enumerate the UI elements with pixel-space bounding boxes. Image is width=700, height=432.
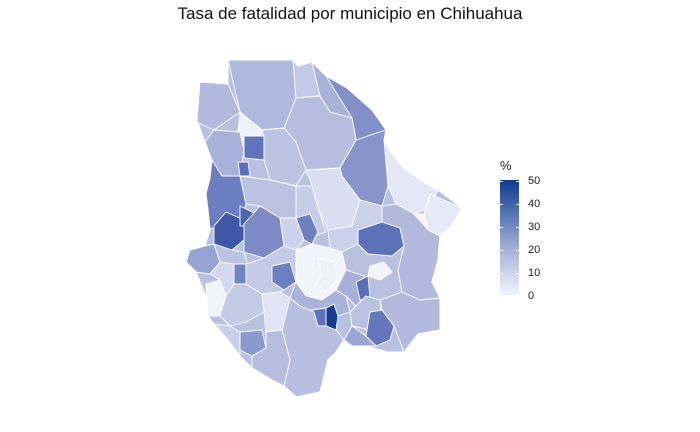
legend-tick-mark — [516, 227, 519, 228]
municipio-c-white-inner — [315, 257, 339, 293]
legend-title: % — [500, 158, 512, 173]
legend-colorbar — [500, 180, 519, 295]
legend-tick-mark — [500, 227, 503, 228]
legend-tick-mark — [516, 250, 519, 251]
legend-tick-mark — [500, 204, 503, 205]
municipio-sw-small-dark — [233, 263, 247, 285]
municipio-nw-dark — [243, 135, 265, 161]
municipio-c-gray — [279, 217, 305, 251]
legend-tick-mark — [516, 273, 519, 274]
legend-tick-label-30: 30 — [528, 221, 541, 233]
legend-tick-label-10: 10 — [528, 267, 541, 279]
legend-tick-label-0: 0 — [528, 290, 535, 302]
legend-tick-label-50: 50 — [528, 175, 541, 187]
legend-tick-mark — [516, 181, 519, 182]
legend-tick-label-40: 40 — [528, 198, 541, 210]
legend-tick-mark — [500, 181, 503, 182]
municipio-e-whiteish — [367, 261, 393, 281]
municipio-e-tip — [423, 193, 462, 237]
municipio-s-dark1 — [271, 261, 297, 291]
map-title: Tasa de fatalidad por municipio en Chihu… — [177, 4, 523, 23]
legend-tick-mark — [500, 273, 503, 274]
legend-tick-mark — [516, 204, 519, 205]
state-outline — [185, 59, 463, 398]
legend-tick-mark — [500, 250, 503, 251]
municipio-w-small — [237, 161, 251, 177]
legend-tick-label-20: 20 — [528, 244, 541, 256]
